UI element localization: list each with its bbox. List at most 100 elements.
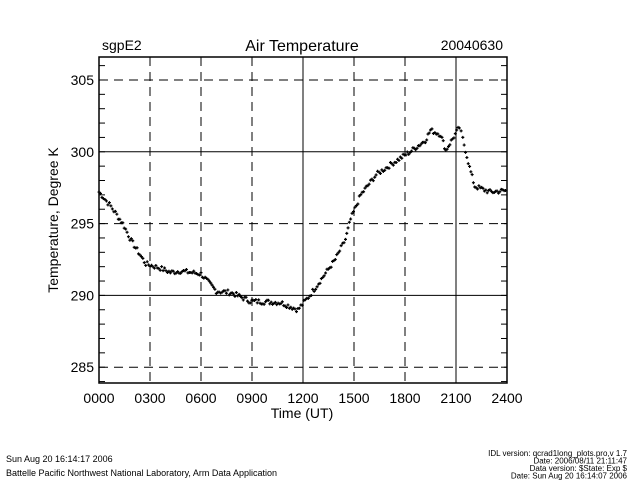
data-point bbox=[209, 281, 213, 285]
data-point bbox=[371, 179, 375, 183]
grid-lines bbox=[99, 57, 507, 383]
data-point bbox=[346, 226, 350, 230]
data-point bbox=[441, 139, 445, 143]
data-point bbox=[374, 173, 378, 177]
data-point bbox=[459, 129, 463, 133]
data-point bbox=[224, 291, 228, 295]
y-tick-label: 305 bbox=[71, 72, 95, 88]
data-point bbox=[481, 186, 485, 190]
data-point bbox=[198, 273, 202, 277]
data-point bbox=[425, 138, 429, 142]
data-point bbox=[344, 237, 347, 241]
data-point bbox=[453, 132, 457, 136]
data-point bbox=[409, 149, 413, 153]
data-point bbox=[457, 126, 461, 130]
data-point bbox=[246, 299, 250, 303]
data-point bbox=[144, 263, 148, 267]
footer-version-line: Date: 2006/08/11 21:11:47 bbox=[533, 457, 627, 466]
data-point bbox=[452, 136, 456, 140]
data-point bbox=[391, 163, 395, 167]
plot-frame bbox=[98, 56, 508, 384]
data-point bbox=[107, 201, 111, 205]
x-tick-label: 0300 bbox=[134, 390, 165, 406]
data-point bbox=[315, 285, 319, 289]
x-tick-label: 1800 bbox=[389, 390, 420, 406]
footer-version-line: Date: Sun Aug 20 16:14:07 2006 bbox=[511, 472, 628, 480]
data-point bbox=[311, 287, 315, 291]
data-point bbox=[184, 268, 188, 272]
data-point bbox=[397, 158, 401, 162]
data-point bbox=[279, 302, 283, 306]
data-point bbox=[488, 188, 492, 192]
footer-version-line: Data version: $State: Exp $ bbox=[530, 464, 628, 473]
y-tick-label: 295 bbox=[71, 216, 95, 232]
x-tick-label: 0000 bbox=[83, 390, 114, 406]
data-point bbox=[405, 150, 409, 154]
data-point bbox=[349, 217, 353, 221]
data-point bbox=[400, 156, 404, 160]
data-point bbox=[121, 221, 125, 225]
data-point bbox=[322, 274, 326, 278]
x-tick-label: 2400 bbox=[491, 390, 522, 406]
data-point bbox=[471, 181, 475, 185]
data-point bbox=[167, 269, 171, 273]
x-tick-label: 1200 bbox=[287, 390, 318, 406]
data-point bbox=[266, 298, 270, 302]
data-point bbox=[157, 266, 161, 270]
data-point bbox=[338, 249, 342, 253]
data-point bbox=[109, 204, 113, 208]
data-point bbox=[164, 269, 168, 273]
footer-version-line: IDL version: qcrad1long_plots.pro,v 1.7 bbox=[488, 449, 627, 458]
data-point bbox=[465, 156, 469, 160]
data-point bbox=[223, 289, 227, 293]
data-point bbox=[470, 173, 474, 177]
data-point bbox=[125, 230, 129, 234]
data-point bbox=[367, 182, 371, 186]
data-point bbox=[206, 277, 210, 281]
data-point bbox=[255, 301, 259, 305]
data-point bbox=[335, 253, 339, 257]
data-point bbox=[171, 269, 175, 273]
y-axis-label: Temperature, Degree K bbox=[45, 147, 61, 293]
data-point bbox=[447, 145, 451, 149]
data-point bbox=[495, 189, 499, 193]
data-point bbox=[115, 212, 119, 216]
data-point bbox=[139, 255, 143, 259]
data-point bbox=[269, 300, 273, 304]
tick-labels: 0000 0300 0600 0900 1200 1500 1800 2100 2400 285 2… bbox=[71, 72, 523, 406]
data-point bbox=[300, 303, 304, 307]
data-point bbox=[462, 143, 466, 147]
data-point bbox=[423, 141, 427, 145]
data-point bbox=[464, 150, 468, 154]
data-point bbox=[294, 310, 298, 314]
data-point bbox=[297, 306, 301, 310]
data-point bbox=[314, 287, 318, 291]
data-point bbox=[318, 281, 322, 285]
data-point bbox=[354, 204, 358, 208]
x-tick-label: 2100 bbox=[440, 390, 471, 406]
data-point bbox=[350, 211, 354, 215]
data-point bbox=[387, 166, 391, 170]
data-point bbox=[280, 300, 284, 304]
data-point bbox=[498, 190, 502, 194]
data-point bbox=[468, 164, 472, 168]
data-point bbox=[373, 175, 377, 179]
data-point bbox=[455, 128, 459, 132]
data-point bbox=[210, 283, 214, 287]
data-point bbox=[168, 271, 172, 275]
data-point bbox=[484, 188, 488, 192]
data-point bbox=[241, 298, 245, 302]
data-point bbox=[227, 293, 231, 297]
data-point bbox=[248, 301, 252, 305]
data-point bbox=[469, 170, 473, 174]
data-point bbox=[104, 199, 108, 203]
data-point bbox=[461, 135, 465, 139]
data-point bbox=[477, 184, 481, 188]
data-point bbox=[378, 172, 382, 176]
data-point bbox=[342, 241, 346, 245]
data-point bbox=[404, 153, 408, 157]
data-point bbox=[257, 298, 261, 302]
data-point bbox=[289, 305, 293, 309]
footer-timestamp: Sun Aug 20 16:14:17 2006 bbox=[6, 454, 113, 464]
